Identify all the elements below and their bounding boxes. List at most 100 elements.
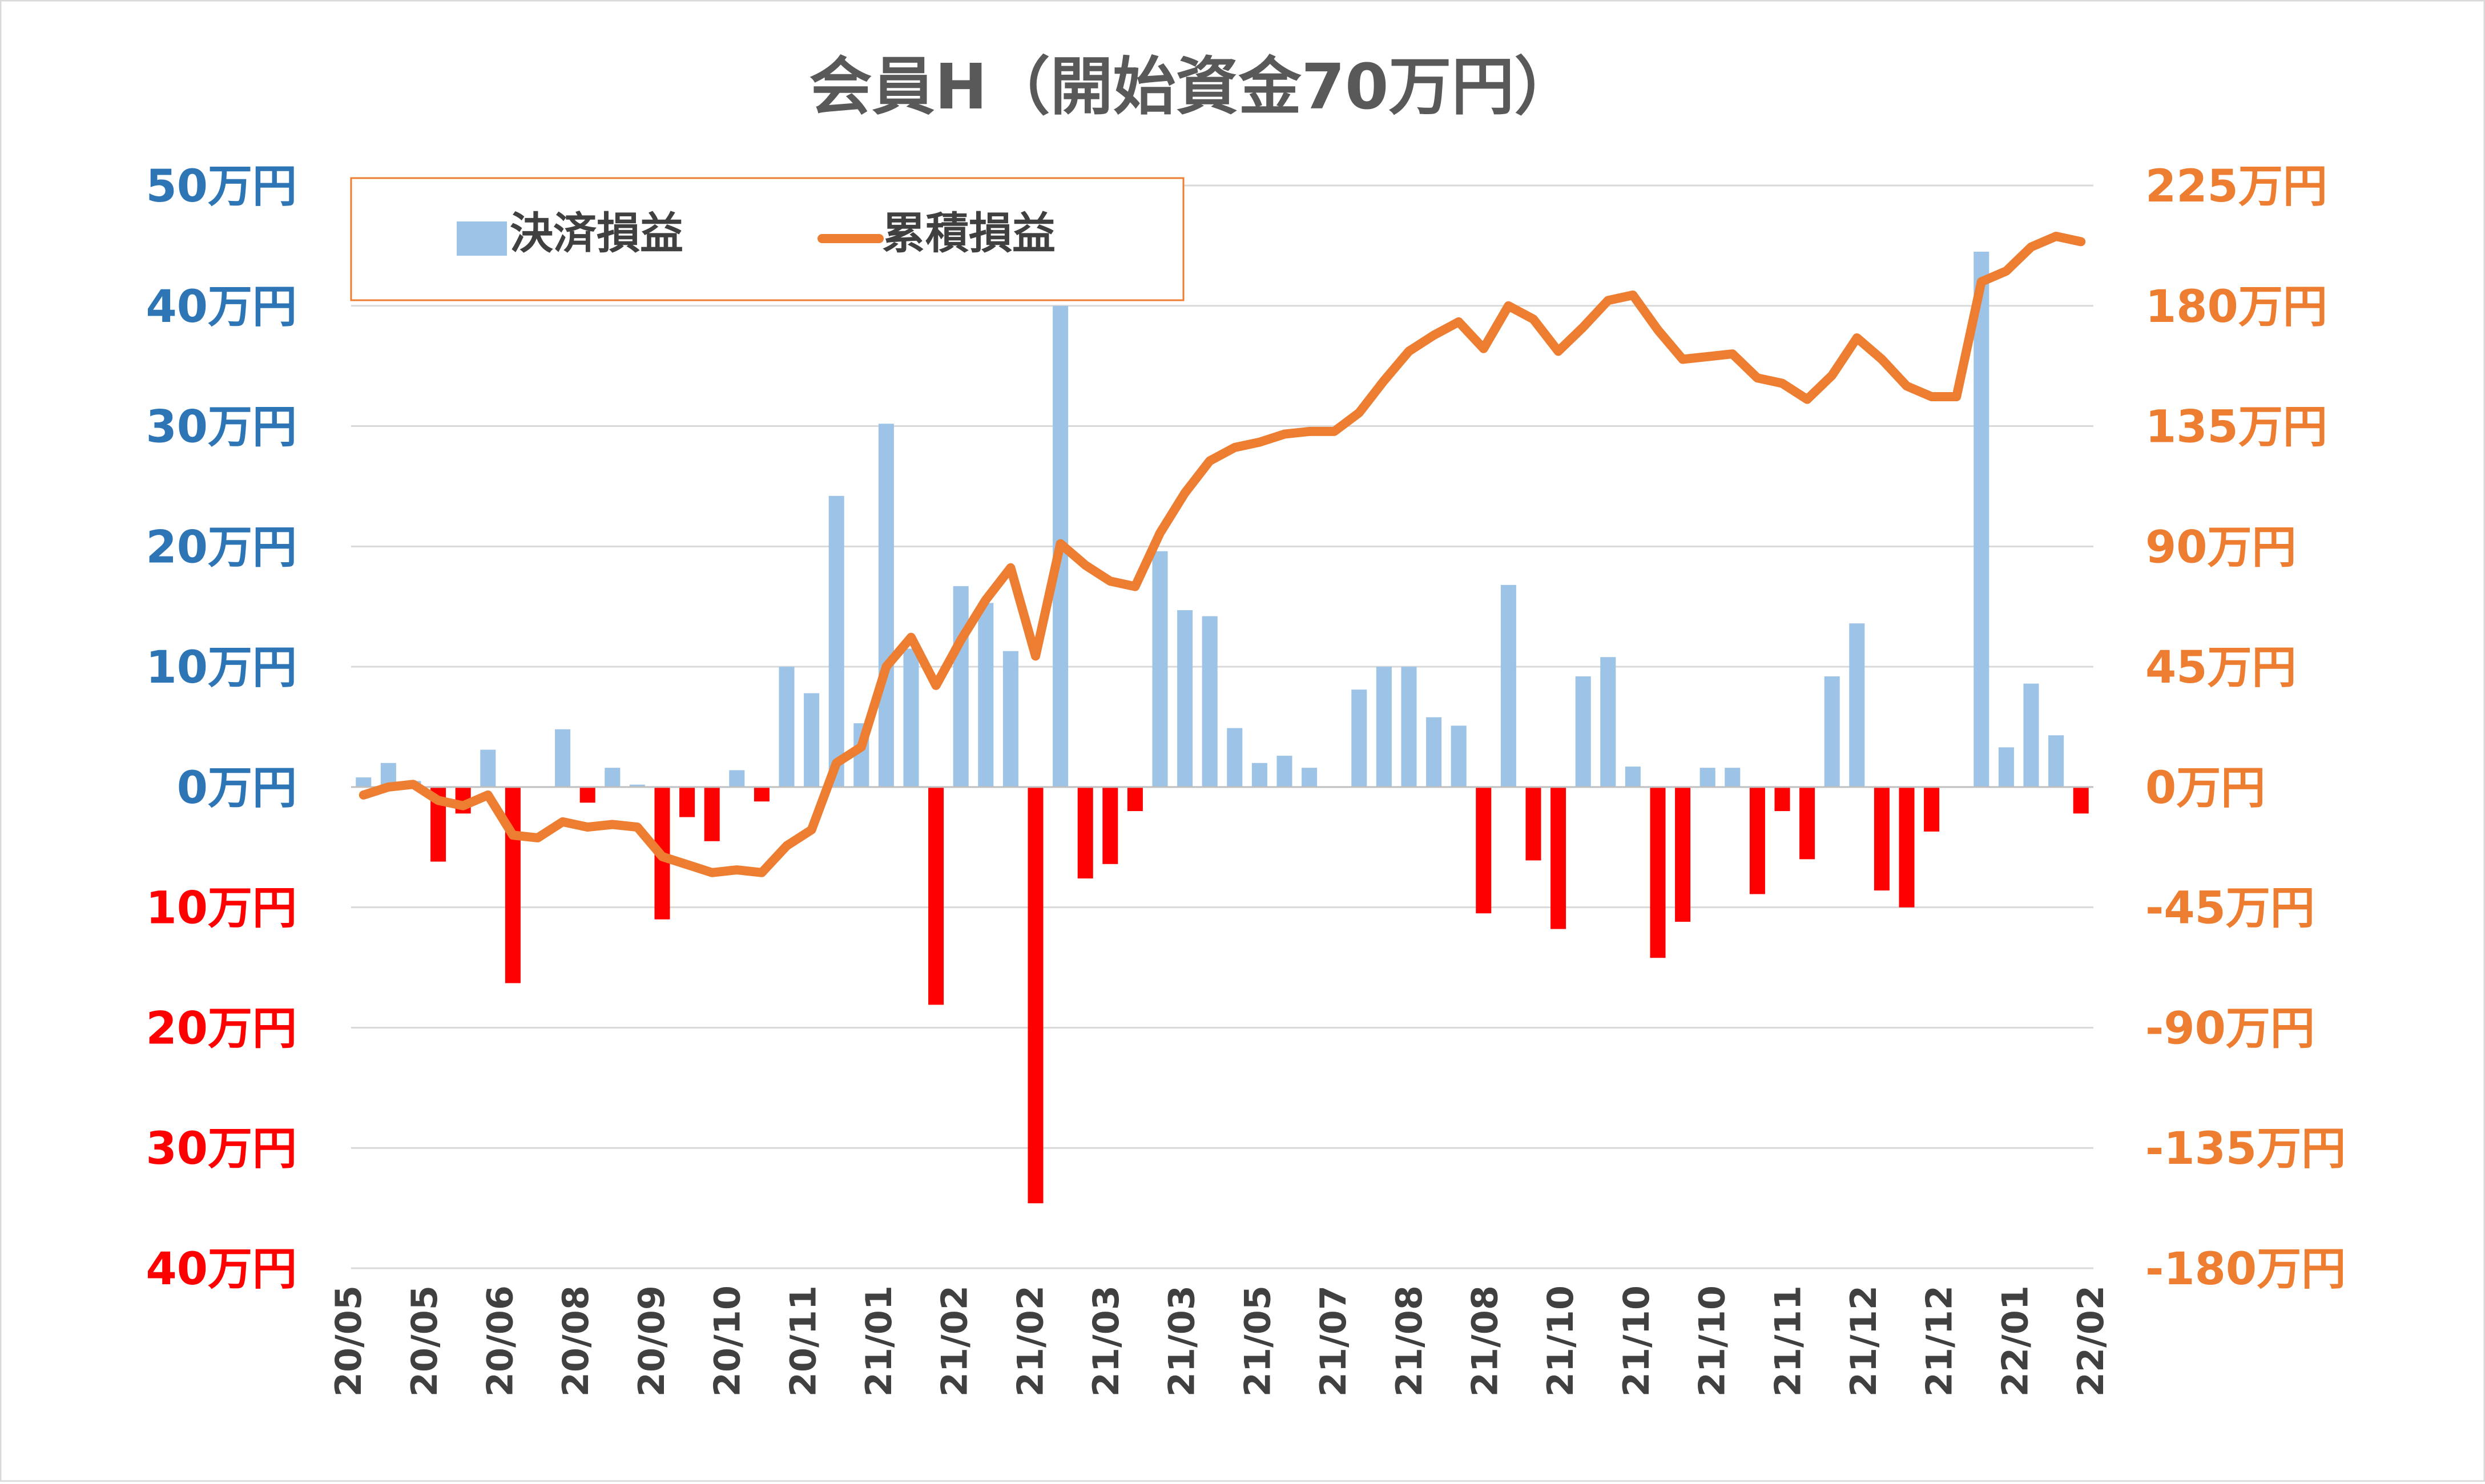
bar	[2023, 683, 2039, 787]
x-axis-tick-label: 21/10	[1691, 1285, 1733, 1397]
bar	[2048, 735, 2064, 787]
right-axis-tick-label: 180万円	[2145, 281, 2327, 333]
bar	[804, 693, 820, 787]
left-axis-tick-label: 20万円	[146, 522, 297, 573]
bar	[1102, 787, 1118, 864]
bar	[1202, 616, 1218, 787]
x-axis-tick-label: 21/08	[1464, 1285, 1506, 1397]
bar-series	[356, 251, 2089, 1204]
chart-title: 会員H（開始資金70万円）	[809, 50, 1577, 123]
cumulative-line-series	[359, 232, 2086, 877]
bar	[1849, 623, 1865, 787]
bar	[629, 784, 645, 787]
right-axis-tick-label: -180万円	[2145, 1244, 2346, 1295]
legend: 決済損益 累積損益	[350, 177, 1185, 301]
right-axis-tick-label: -135万円	[2145, 1123, 2346, 1175]
bar	[1177, 610, 1193, 787]
right-axis-tick-label: 135万円	[2145, 402, 2327, 453]
bar	[1799, 787, 1815, 860]
left-axis-tick-label: 10万円	[146, 883, 297, 934]
bar	[1725, 768, 1741, 787]
x-axis-tick-label: 20/11	[782, 1285, 824, 1397]
bar	[1401, 667, 1417, 787]
bar	[754, 787, 770, 802]
x-axis-tick-label: 21/10	[1540, 1285, 1581, 1397]
bar	[555, 729, 571, 787]
left-axis-tick-label: 10万円	[146, 642, 297, 693]
bar	[679, 787, 695, 817]
bar	[1550, 787, 1566, 929]
x-axis-tick-label: 21/02	[934, 1285, 976, 1397]
bar	[953, 586, 969, 787]
bar	[1699, 768, 1715, 787]
x-axis-tick-label: 20/10	[707, 1285, 748, 1397]
bar	[704, 787, 720, 841]
bar	[1874, 787, 1890, 891]
bar	[1276, 756, 1292, 787]
bar	[2073, 787, 2089, 814]
cumulative-line	[359, 232, 2086, 877]
left-axis-tick-label: 20万円	[146, 1003, 297, 1054]
x-axis-tick-label: 21/02	[1009, 1285, 1051, 1397]
bar	[1600, 657, 1616, 787]
bar	[978, 603, 994, 787]
bar	[505, 787, 521, 983]
bar	[1675, 787, 1691, 922]
x-axis-tick-label: 20/05	[404, 1285, 445, 1397]
bar	[1351, 689, 1367, 787]
bar	[1426, 717, 1442, 787]
bar	[1575, 676, 1591, 787]
right-axis-tick-label: 0万円	[2145, 763, 2265, 814]
bar	[1500, 584, 1516, 787]
x-axis-tick-label: 21/11	[1767, 1285, 1809, 1397]
bar	[779, 667, 795, 787]
bar	[1376, 667, 1392, 787]
legend-bar-swatch	[457, 221, 507, 256]
x-axis-tick-label: 22/01	[1994, 1285, 2036, 1397]
bar	[1127, 787, 1143, 812]
x-axis-tick-label: 21/12	[1843, 1285, 1884, 1397]
bar	[1625, 767, 1641, 787]
bar	[878, 424, 894, 787]
bar	[1476, 787, 1492, 914]
bar	[1650, 787, 1666, 958]
x-axis-tick-label: 21/01	[858, 1285, 900, 1397]
left-axis: 50万円 40万円 30万円 20万円 10万円 0万円 10万円 20万円 30万円 40万円	[146, 161, 297, 1295]
x-axis-tick-label: 20/05	[328, 1285, 369, 1397]
legend-line-label: 累積損益	[882, 208, 1056, 259]
x-axis-tick-label: 20/08	[555, 1285, 597, 1397]
right-axis: 225万円 180万円 135万円 90万円 45万円 0万円 -45万円 -90万円 -135…	[2145, 161, 2346, 1295]
bar	[1451, 725, 1467, 787]
left-axis-tick-label: 40万円	[146, 281, 297, 333]
bar	[1152, 551, 1168, 787]
bar	[1998, 747, 2014, 787]
bar	[1302, 768, 1318, 787]
bar	[1525, 787, 1541, 861]
bar	[828, 495, 844, 787]
bar	[1899, 787, 1915, 908]
x-axis-tick-label: 22/02	[2070, 1285, 2112, 1397]
x-axis-tick-label: 21/10	[1616, 1285, 1657, 1397]
right-axis-tick-label: -90万円	[2145, 1003, 2315, 1054]
x-axis-tick-label: 21/12	[1919, 1285, 1960, 1397]
x-axis-tick-label: 21/03	[1161, 1285, 1203, 1397]
left-axis-tick-label: 30万円	[146, 1123, 297, 1175]
bar	[1774, 787, 1790, 812]
left-axis-tick-label: 30万円	[146, 402, 297, 453]
bar	[928, 787, 944, 1005]
bar	[1028, 787, 1044, 1204]
bar	[1251, 763, 1267, 787]
bar	[1824, 676, 1840, 787]
x-axis-tick-label: 20/09	[631, 1285, 672, 1397]
right-axis-tick-label: 225万円	[2145, 161, 2327, 212]
bar	[1749, 787, 1765, 894]
x-axis: 20/05 20/05 20/06 20/08 20/09 20/10 20/11 21/01…	[328, 1285, 2112, 1397]
left-axis-tick-label: 40万円	[146, 1244, 297, 1295]
bar	[1924, 787, 1940, 832]
x-axis-tick-label: 21/08	[1388, 1285, 1430, 1397]
bar	[579, 787, 595, 803]
x-axis-tick-label: 21/03	[1085, 1285, 1127, 1397]
bar	[903, 648, 919, 787]
